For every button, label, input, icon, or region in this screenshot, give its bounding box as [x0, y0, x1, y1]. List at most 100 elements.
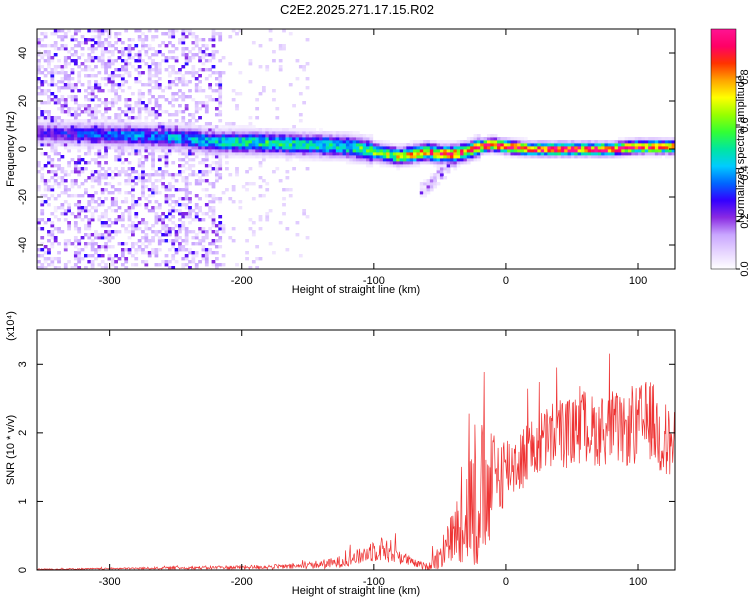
spectrogram-cell: [356, 134, 360, 138]
spectrogram-cell: [40, 227, 45, 231]
spectrogram-cell: [171, 68, 176, 72]
spectrogram-cell: [181, 110, 186, 114]
spectrogram-cell: [473, 143, 478, 147]
spectrogram-cell: [376, 155, 380, 159]
spectrogram-cell: [460, 161, 464, 165]
spectrogram-cell: [114, 116, 118, 120]
spectrogram-cell: [305, 140, 310, 144]
spectrogram-cell: [362, 158, 367, 162]
spectrogram-cell: [426, 188, 431, 192]
spectrogram-cell: [63, 137, 68, 141]
spectrogram-cell: [278, 179, 283, 183]
spectrogram-cell: [137, 146, 142, 150]
spectrogram-cell: [131, 116, 135, 120]
spectrogram-cell: [120, 200, 125, 204]
spectrogram-cell: [211, 206, 216, 210]
spectrogram-cell: [40, 167, 45, 171]
spectrogram-cell: [345, 161, 350, 165]
spectrogram-cell: [265, 149, 270, 153]
spectrogram-cell: [134, 143, 139, 147]
spectrogram-cell: [191, 170, 196, 174]
spectrogram-cell: [188, 158, 192, 162]
spectrogram-cell: [107, 35, 112, 39]
spectrogram-cell: [63, 191, 68, 195]
spectrogram-cell: [419, 155, 424, 159]
spectrogram-cell: [184, 83, 189, 87]
spectrogram-cell: [147, 68, 152, 72]
spectrogram-cell: [164, 224, 169, 228]
spectrogram-cell: [131, 152, 135, 156]
spectrogram-cell: [221, 230, 226, 234]
spectrogram-cell: [53, 170, 58, 174]
spectrogram-cell: [161, 137, 165, 141]
spectrogram-cell: [325, 155, 330, 159]
spectrogram-cell: [201, 230, 206, 234]
spectrogram-cell: [460, 146, 464, 150]
spectrogram-cell: [204, 203, 209, 207]
spectrogram-cell: [208, 242, 213, 246]
spectrogram-cell: [533, 152, 538, 156]
spectrogram-cell: [624, 146, 629, 150]
spectrogram-cell: [255, 245, 260, 249]
spectrogram-cell: [470, 158, 474, 162]
spectrogram-cell: [298, 254, 303, 258]
spectrogram-cell: [497, 143, 501, 147]
spectrogram-cell: [570, 143, 575, 147]
spectrogram-cell: [90, 248, 95, 252]
spectrogram-cell: [527, 143, 532, 147]
spectrogram-cell: [292, 140, 296, 144]
spectrogram-cell: [366, 146, 370, 150]
spectrogram-cell: [151, 119, 155, 123]
spectrogram-cell: [37, 62, 41, 66]
spectrogram-cell: [127, 191, 132, 195]
spectrogram-cell: [443, 161, 448, 165]
spectrogram-cell: [97, 71, 102, 75]
spectrogram-cell: [151, 80, 155, 84]
spectrogram-cell: [100, 215, 105, 219]
spectrogram-cell: [204, 257, 209, 261]
spectrogram-cell: [292, 128, 296, 132]
spectrogram-cell: [476, 140, 481, 144]
spectrogram-cell: [181, 179, 186, 183]
spectrogram-cell: [641, 143, 646, 147]
spectrogram-cell: [174, 200, 179, 204]
spectrogram-cell: [151, 86, 155, 90]
spectrogram-cell: [648, 146, 652, 150]
spectrogram-cell: [70, 98, 75, 102]
spectrogram-cell: [339, 158, 343, 162]
spectrogram-cell: [497, 137, 501, 141]
spectrogram-cell: [228, 173, 233, 177]
spectrogram-cell: [419, 194, 424, 198]
spectrogram-cell: [151, 143, 155, 147]
spectrogram-cell: [194, 134, 199, 138]
spectrogram-cell: [97, 86, 102, 90]
spectrogram-cell: [97, 41, 102, 45]
spectrogram-cell: [97, 44, 102, 48]
spectrogram-cell: [638, 146, 642, 150]
spectrogram-cell: [235, 128, 239, 132]
spectrogram-cell: [369, 152, 374, 156]
spectrogram-cell: [500, 143, 505, 147]
spectrogram-cell: [198, 125, 202, 129]
spectrogram-cell: [87, 68, 92, 72]
spectrogram-cell: [161, 173, 165, 177]
spectrogram-cell: [151, 140, 155, 144]
spectrogram-cell: [523, 155, 528, 159]
spectrogram-cell: [399, 149, 404, 153]
spectrogram-cell: [154, 263, 159, 267]
spectrogram-cell: [490, 137, 495, 141]
spectrogram-cell: [117, 242, 122, 246]
spectrogram-cell: [285, 152, 290, 156]
spectrogram-cell: [305, 62, 310, 66]
spectrogram-cell: [369, 143, 374, 147]
spectrogram-cell: [97, 59, 102, 63]
spectrogram-cell: [94, 131, 98, 135]
spectrogram-cell: [104, 140, 108, 144]
spectrogram-cell: [204, 179, 209, 183]
spectrogram-cell: [500, 137, 505, 141]
spectrogram-cell: [117, 170, 122, 174]
spectrogram-cell: [104, 152, 108, 156]
spectrogram-cell: [480, 143, 484, 147]
spectrogram-cell: [362, 155, 367, 159]
spectrogram-cell: [231, 239, 236, 243]
